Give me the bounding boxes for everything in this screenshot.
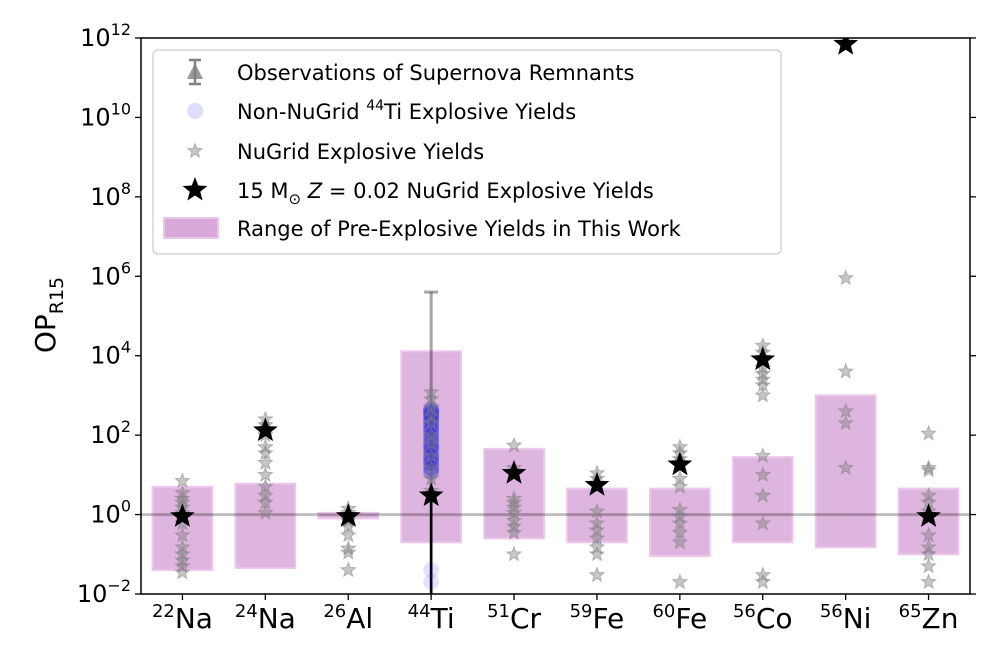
- range-bar-60Fe: [649, 487, 711, 558]
- m15-star: [253, 417, 278, 442]
- nugrid-star: [920, 557, 938, 574]
- range-bar-24Na: [234, 482, 297, 570]
- non-nugrid-point: [423, 562, 440, 579]
- legend-label-non-nugrid: Non-NuGrid 44Ti Explosive Yields: [237, 98, 576, 124]
- y-tick-label: 108: [90, 179, 131, 211]
- legend-entry-observations: Observations of Supernova Remnants: [187, 58, 634, 86]
- nugrid-star: [920, 459, 938, 476]
- y-tick-label: 10−2: [77, 576, 131, 608]
- y-tick-label: 1012: [80, 20, 131, 52]
- nugrid-star: [339, 543, 357, 560]
- nugrid-star: [671, 573, 689, 590]
- legend-entry-range: Range of Pre-Explosive Yields in This Wo…: [163, 217, 682, 241]
- nugrid-star: [920, 573, 938, 590]
- nugrid-star: [920, 424, 938, 441]
- x-tick-label-56Co: 56Co: [733, 601, 793, 635]
- nugrid-star: [339, 539, 357, 556]
- legend-label-range: Range of Pre-Explosive Yields in This Wo…: [237, 217, 682, 241]
- plot-area: [141, 38, 970, 594]
- nugrid-star: [754, 573, 772, 590]
- legend-label-15msun: 15 M⊙ Z = 0.02 NuGrid Explosive Yields: [237, 179, 654, 208]
- x-tick-label-26Al: 26Al: [323, 601, 373, 635]
- legend-big-star-marker: [182, 177, 208, 201]
- legend-range-swatch: [163, 217, 219, 239]
- legend-circle-marker: [187, 103, 203, 119]
- nugrid-star: [422, 426, 440, 443]
- x-tick-label-44Ti: 44Ti: [408, 601, 455, 635]
- range-bar-56Co: [731, 456, 794, 544]
- nugrid-star: [588, 566, 606, 583]
- x-tick-label-56Ni: 56Ni: [820, 601, 872, 635]
- legend-entry-15msun: 15 M⊙ Z = 0.02 NuGrid Explosive Yields: [182, 177, 654, 208]
- nugrid-star: [505, 436, 523, 453]
- m15-star: [750, 346, 776, 371]
- nugrid-star: [256, 504, 274, 521]
- nugrid-star: [339, 561, 357, 578]
- y-tick-label: 100: [90, 497, 131, 529]
- nugrid-star: [588, 529, 606, 546]
- legend-label-observations: Observations of Supernova Remnants: [237, 61, 634, 85]
- y-tick-label: 104: [90, 338, 131, 370]
- nugrid-star: [173, 563, 191, 580]
- nugrid-star: [671, 533, 689, 550]
- nugrid-star: [505, 545, 523, 562]
- m15-star: [667, 451, 693, 476]
- x-tick-label-24Na: 24Na: [235, 601, 296, 635]
- nugrid-star: [173, 489, 191, 507]
- nugrid-star: [837, 459, 855, 476]
- y-axis: 10−2 100 102 104 106 108 1010 1012: [77, 20, 976, 608]
- legend: Observations of Supernova Remnants Non-N…: [152, 49, 782, 255]
- x-tick-label-65Zn: 65Zn: [899, 601, 959, 635]
- m15-star: [418, 482, 444, 507]
- nugrid-star: [256, 477, 274, 495]
- nugrid-star: [505, 489, 523, 507]
- legend-star-marker: [186, 142, 204, 159]
- nugrid-star: [837, 269, 855, 286]
- x-tick-label-60Fe: 60Fe: [652, 601, 707, 635]
- legend-frame: [152, 49, 782, 255]
- m15-star: [916, 503, 941, 527]
- nugrid-star: [422, 398, 440, 415]
- nugrid-star: [837, 414, 855, 431]
- nugrid-star: [671, 514, 689, 531]
- x-axis: 22Na 24Na 26Al 44Ti 51Cr 59Fe 60Fe 56Co 56Ni 65Zn: [152, 594, 959, 635]
- y-tick-label: 1010: [80, 99, 131, 131]
- m15-star: [335, 503, 361, 527]
- nugrid-star: [505, 498, 523, 515]
- m15-star: [833, 38, 859, 55]
- nugrid-star: [754, 466, 772, 483]
- nugrid-star: [754, 447, 772, 464]
- nugrid-star: [754, 486, 772, 503]
- nugrid-star: [920, 461, 938, 478]
- nugrid-star: [339, 526, 357, 543]
- m15-star: [501, 460, 527, 484]
- m15-star: [584, 472, 610, 496]
- nugrid-star: [588, 545, 606, 562]
- nugrid-star: [505, 523, 523, 540]
- x-tick-label-51Cr: 51Cr: [487, 601, 541, 635]
- plot-frame: [140, 37, 971, 595]
- legend-triangle-marker: [187, 63, 203, 79]
- x-tick-label-22Na: 22Na: [152, 601, 213, 635]
- y-axis-label: OPR15: [29, 277, 68, 353]
- non-nugrid-point: [423, 405, 440, 422]
- legend-entry-non-nugrid: Non-NuGrid 44Ti Explosive Yields: [187, 98, 576, 124]
- y-tick-label: 102: [90, 417, 131, 449]
- y-tick-label: 106: [90, 258, 131, 290]
- nugrid-star: [671, 477, 689, 495]
- nugrid-star: [837, 362, 855, 379]
- non-nugrid-point: [423, 574, 440, 590]
- legend-entry-nugrid: NuGrid Explosive Yields: [186, 140, 484, 164]
- legend-label-nugrid: NuGrid Explosive Yields: [237, 140, 484, 164]
- nugrid-star: [754, 386, 772, 403]
- nugrid-star: [754, 514, 772, 531]
- m15-star: [170, 503, 195, 527]
- x-tick-label-59Fe: 59Fe: [570, 601, 625, 635]
